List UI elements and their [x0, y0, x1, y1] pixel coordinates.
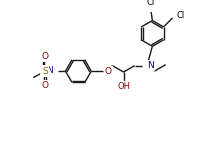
Text: HN: HN	[41, 66, 54, 75]
Text: O: O	[105, 67, 112, 76]
Text: O: O	[41, 81, 48, 90]
Text: O: O	[41, 52, 48, 61]
Text: Cl: Cl	[146, 0, 155, 8]
Text: S: S	[42, 67, 48, 76]
Text: OH: OH	[118, 82, 131, 91]
Text: N: N	[147, 61, 154, 70]
Text: Cl: Cl	[176, 11, 184, 20]
